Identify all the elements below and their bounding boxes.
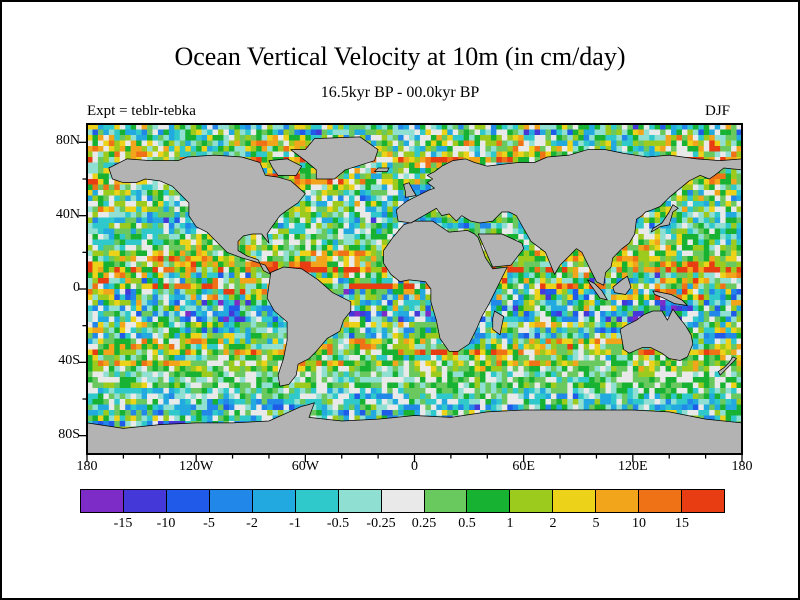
land-borneo (612, 275, 632, 295)
colorbar-tick-label: 5 (592, 516, 600, 531)
figure-title: Ocean Vertical Velocity at 10m (in cm/da… (174, 42, 626, 71)
colorbar-tick-label: 0.25 (411, 516, 437, 531)
colorbar-box (122, 489, 167, 513)
land-arabia (477, 233, 525, 268)
land-africa (383, 220, 508, 352)
continents-layer (86, 136, 743, 455)
y-axis-tick-label: 80N (55, 133, 80, 149)
colorbar-box (509, 489, 554, 513)
colorbar-box (251, 489, 296, 513)
colorbar-tick-label: -0.5 (326, 516, 350, 531)
land-baffin-island (268, 158, 303, 176)
land-greenland (290, 136, 379, 180)
colorbar-tick-label: 15 (675, 516, 689, 531)
colorbar-tick-label: -0.25 (366, 516, 396, 531)
colorbar-box (681, 489, 726, 513)
y-axis-tick-label: 0 (73, 280, 80, 295)
experiment-label: Expt = teblr-tebka (87, 103, 196, 119)
x-axis-tick-label: 60W (291, 459, 319, 474)
land-united-kingdom (403, 182, 417, 198)
colorbar-box (208, 489, 253, 513)
colorbar-tick-label: -2 (246, 516, 258, 531)
map-frame (85, 122, 744, 456)
colorbar (80, 489, 726, 513)
colorbar-box (337, 489, 382, 513)
figure-subtitle: 16.5kyr BP - 00.0kyr BP (320, 84, 480, 101)
colorbar-tick-label: -1 (289, 516, 301, 531)
land-iceland (374, 167, 390, 173)
colorbar-tick-label: -15 (113, 516, 133, 531)
land-new-guinea (652, 290, 688, 306)
colorbar-box (552, 489, 597, 513)
y-axis-tick-label: 40N (55, 206, 80, 222)
colorbar-box (638, 489, 683, 513)
colorbar-box (380, 489, 425, 513)
land-eurasia (395, 149, 743, 286)
colorbar-box (423, 489, 468, 513)
x-axis-tick-label: 0 (411, 459, 418, 474)
colorbar-tick-label: 2 (549, 516, 557, 531)
colorbar-box (294, 489, 339, 513)
x-axis-tick-label: 120W (179, 459, 214, 474)
land-north-america (108, 154, 306, 275)
colorbar-box (80, 489, 124, 513)
x-axis-tick-label: 180 (76, 459, 98, 474)
land-sumatra (586, 279, 608, 301)
land-new-zealand (717, 356, 737, 376)
colorbar-tick-label: -10 (156, 516, 176, 531)
colorbar-box (466, 489, 511, 513)
season-label: DJF (704, 103, 730, 119)
colorbar-tick-label: -5 (203, 516, 215, 531)
y-axis-tick-label: 40S (58, 353, 80, 369)
x-axis-tick-label: 180 (731, 459, 753, 474)
x-axis-tick-label: 120E (618, 459, 648, 474)
x-axis-tick-label: 60E (512, 459, 535, 474)
land-australia (619, 308, 694, 361)
colorbar-tick-label: 1 (506, 516, 514, 531)
land-antarctica (86, 402, 743, 455)
world-map (78, 122, 744, 463)
map-plot (78, 122, 744, 463)
colorbar-box (595, 489, 640, 513)
colorbar-tick-label: 0.5 (458, 516, 476, 531)
colorbar-tick-label: 10 (632, 516, 646, 531)
colorbar-box (165, 489, 210, 513)
y-axis-tick-label: 80S (58, 426, 80, 442)
land-south-america (266, 266, 352, 387)
land-madagascar (492, 310, 505, 336)
land-japan (650, 204, 679, 233)
